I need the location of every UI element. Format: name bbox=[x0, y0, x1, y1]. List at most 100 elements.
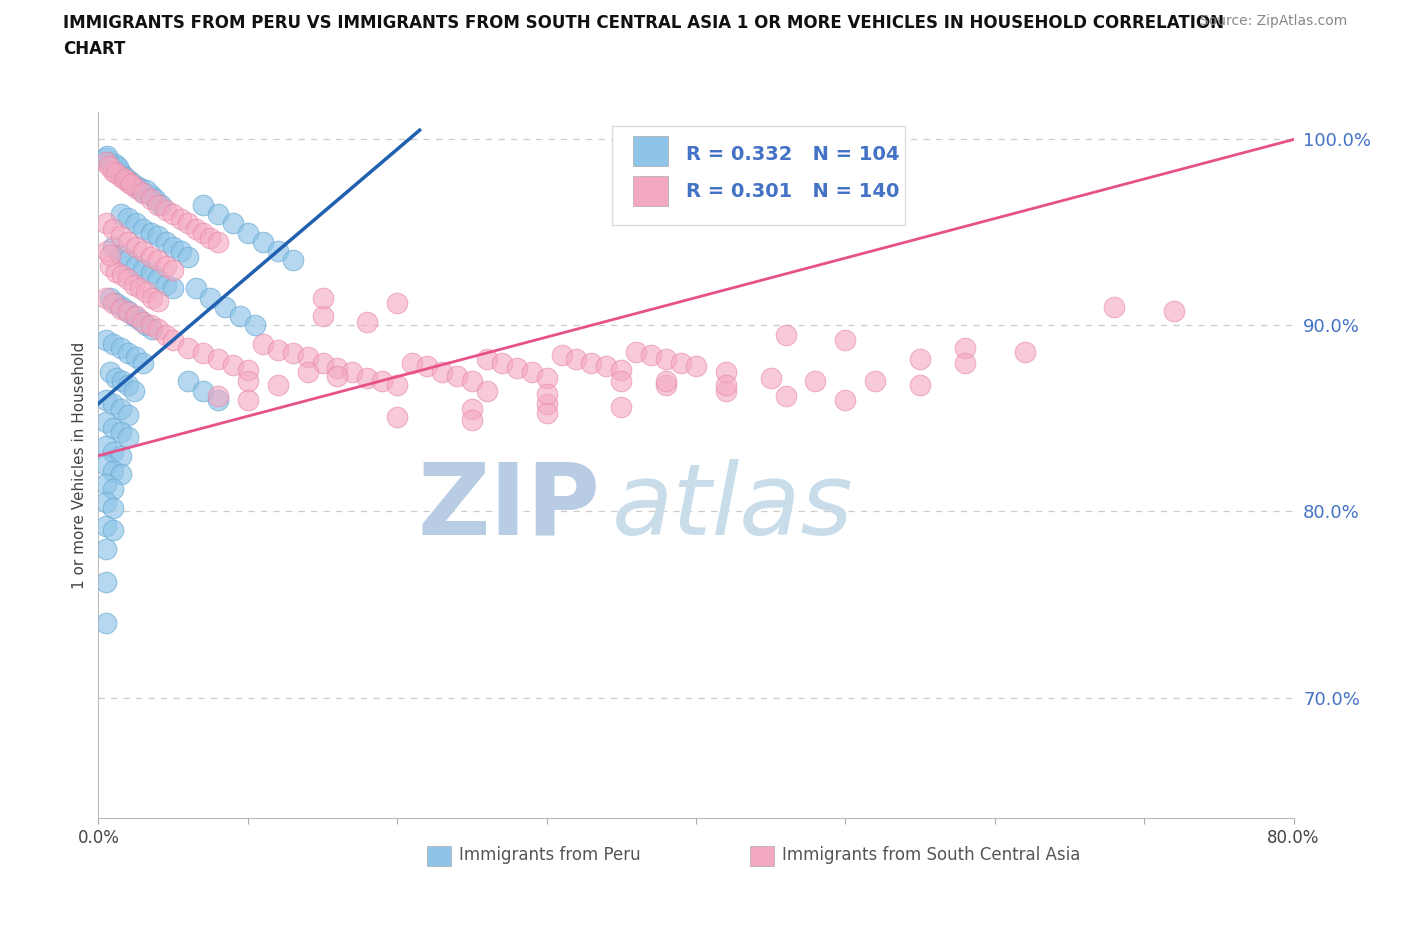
Point bbox=[101, 158, 124, 173]
Point bbox=[124, 309, 146, 324]
Point bbox=[245, 318, 267, 333]
Point bbox=[125, 179, 148, 193]
FancyBboxPatch shape bbox=[749, 846, 773, 866]
Point bbox=[114, 169, 136, 184]
Point bbox=[461, 374, 484, 389]
Point bbox=[281, 253, 304, 268]
Point bbox=[297, 350, 319, 365]
Point bbox=[104, 156, 127, 171]
Point bbox=[177, 374, 200, 389]
Point bbox=[207, 392, 229, 407]
Point bbox=[103, 164, 125, 179]
Point bbox=[117, 210, 139, 225]
Point bbox=[155, 277, 177, 292]
Point bbox=[117, 272, 139, 286]
Point bbox=[610, 374, 633, 389]
Point bbox=[111, 268, 134, 283]
Point bbox=[124, 277, 146, 292]
Point bbox=[155, 234, 177, 249]
Point bbox=[236, 374, 259, 389]
Text: Source: ZipAtlas.com: Source: ZipAtlas.com bbox=[1199, 14, 1347, 28]
Point bbox=[581, 355, 603, 370]
Text: Immigrants from Peru: Immigrants from Peru bbox=[460, 846, 641, 864]
Point bbox=[550, 348, 572, 363]
Point bbox=[139, 266, 162, 281]
Point bbox=[141, 290, 163, 305]
Point bbox=[148, 294, 170, 309]
Point bbox=[162, 240, 184, 255]
Point bbox=[103, 482, 125, 497]
Point bbox=[236, 392, 259, 407]
Point bbox=[1104, 299, 1126, 314]
Point bbox=[117, 303, 139, 318]
Point bbox=[129, 312, 152, 327]
Point bbox=[110, 247, 132, 262]
Point bbox=[595, 359, 617, 374]
Point bbox=[536, 396, 558, 411]
Point bbox=[200, 231, 222, 246]
Point bbox=[132, 184, 155, 199]
FancyBboxPatch shape bbox=[613, 126, 905, 225]
Point bbox=[105, 162, 128, 177]
Point bbox=[191, 346, 214, 361]
Point bbox=[103, 523, 125, 538]
Point bbox=[105, 166, 128, 180]
Point bbox=[117, 305, 139, 320]
Point bbox=[1163, 303, 1185, 318]
Point bbox=[162, 262, 184, 277]
Point bbox=[117, 234, 139, 249]
Point bbox=[103, 337, 125, 352]
Point bbox=[94, 392, 117, 407]
Text: Immigrants from South Central Asia: Immigrants from South Central Asia bbox=[782, 846, 1080, 864]
Point bbox=[103, 240, 125, 255]
Point bbox=[229, 309, 252, 324]
Point bbox=[536, 370, 558, 385]
Point bbox=[491, 355, 513, 370]
Point bbox=[430, 365, 453, 379]
Point bbox=[207, 352, 229, 366]
Point bbox=[98, 290, 122, 305]
Point bbox=[385, 296, 409, 311]
Point bbox=[191, 225, 214, 240]
Point bbox=[117, 173, 139, 188]
Point bbox=[97, 158, 120, 173]
Point bbox=[162, 206, 184, 221]
Point bbox=[103, 500, 125, 515]
Point bbox=[103, 420, 125, 435]
Point bbox=[132, 244, 155, 259]
Point bbox=[804, 374, 827, 389]
Point bbox=[117, 378, 139, 392]
Point bbox=[103, 221, 125, 236]
Point bbox=[908, 352, 931, 366]
Point bbox=[461, 402, 484, 417]
Point bbox=[536, 387, 558, 402]
Text: IMMIGRANTS FROM PERU VS IMMIGRANTS FROM SOUTH CENTRAL ASIA 1 OR MORE VEHICLES IN: IMMIGRANTS FROM PERU VS IMMIGRANTS FROM … bbox=[63, 14, 1225, 32]
Point bbox=[111, 299, 134, 314]
Point bbox=[105, 370, 128, 385]
Point bbox=[714, 365, 737, 379]
Point bbox=[96, 149, 118, 164]
Point bbox=[97, 154, 120, 169]
Point bbox=[311, 309, 333, 324]
Point bbox=[200, 290, 222, 305]
Point bbox=[125, 259, 148, 273]
Point bbox=[775, 389, 797, 404]
Point bbox=[236, 225, 259, 240]
Point bbox=[191, 383, 214, 398]
Point bbox=[120, 175, 142, 190]
Point bbox=[416, 359, 439, 374]
Point bbox=[520, 365, 543, 379]
Point bbox=[117, 430, 139, 445]
Point bbox=[125, 216, 148, 231]
Point bbox=[132, 314, 155, 329]
Point bbox=[953, 355, 976, 370]
Point bbox=[103, 396, 125, 411]
Point bbox=[125, 309, 148, 324]
Point bbox=[143, 192, 166, 206]
Point bbox=[401, 355, 423, 370]
Point bbox=[655, 378, 678, 392]
Point bbox=[150, 197, 173, 212]
Point bbox=[107, 160, 129, 175]
Point bbox=[94, 458, 117, 472]
Point bbox=[184, 221, 207, 236]
